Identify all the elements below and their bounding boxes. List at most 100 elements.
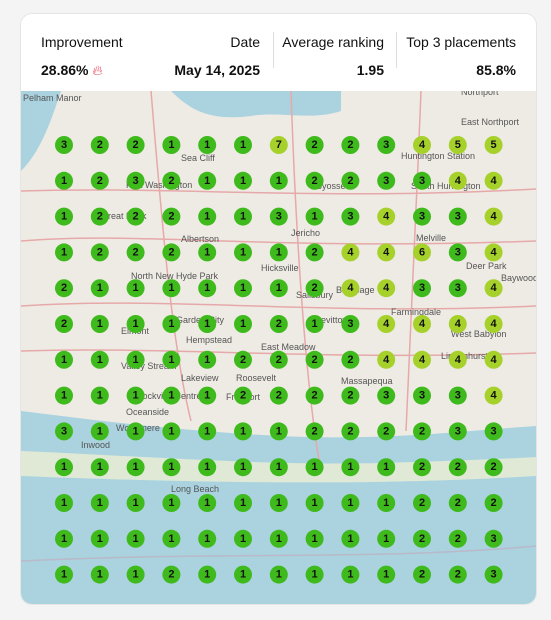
rank-marker bbox=[377, 529, 396, 548]
place-label: Long Beach bbox=[171, 484, 219, 494]
rank-marker bbox=[484, 494, 503, 512]
rank-marker bbox=[448, 494, 467, 512]
rank-marker bbox=[269, 529, 288, 548]
rank-label: 1 bbox=[276, 533, 282, 545]
rank-marker bbox=[234, 136, 252, 154]
rank-label: 1 bbox=[204, 425, 210, 437]
rank-marker bbox=[90, 136, 109, 154]
rank-label: 1 bbox=[240, 461, 246, 473]
rank-marker bbox=[341, 494, 360, 512]
rank-marker bbox=[413, 171, 431, 190]
rank-label: 1 bbox=[204, 461, 210, 473]
rank-label: 1 bbox=[347, 569, 353, 581]
rank-label: 1 bbox=[97, 461, 103, 473]
rank-marker bbox=[341, 279, 360, 298]
label: Date bbox=[230, 34, 260, 50]
rank-label: 1 bbox=[168, 318, 174, 330]
rank-marker bbox=[198, 422, 217, 441]
rank-marker bbox=[90, 565, 109, 584]
rank-label: 1 bbox=[97, 569, 103, 581]
rank-marker bbox=[413, 350, 431, 369]
rank-label: 2 bbox=[312, 354, 318, 366]
rank-marker bbox=[55, 422, 73, 441]
rank-marker bbox=[198, 386, 217, 405]
rank-marker bbox=[234, 529, 252, 548]
rank-label: 1 bbox=[276, 175, 282, 187]
rank-label: 1 bbox=[61, 533, 67, 545]
rank-label: 2 bbox=[419, 533, 425, 545]
rank-marker bbox=[234, 243, 252, 262]
rank-label: 1 bbox=[276, 282, 282, 294]
rank-marker bbox=[90, 386, 109, 405]
rank-label: 2 bbox=[455, 497, 461, 509]
place-label: Great Neck bbox=[101, 211, 147, 221]
rank-marker bbox=[484, 171, 503, 190]
rank-marker bbox=[484, 136, 503, 154]
place-label: Levittown bbox=[316, 315, 354, 325]
rank-marker bbox=[126, 171, 145, 190]
divider bbox=[273, 32, 274, 68]
rank-marker bbox=[448, 315, 467, 333]
rank-label: 4 bbox=[455, 318, 462, 330]
top3: Top 3 placements 85.8% bbox=[406, 34, 516, 78]
rank-marker bbox=[413, 315, 431, 333]
rank-label: 2 bbox=[61, 318, 67, 330]
rank-marker bbox=[484, 529, 503, 548]
rank-label: 2 bbox=[168, 246, 174, 258]
place-label: West Babylon bbox=[451, 329, 506, 339]
rank-marker bbox=[341, 171, 360, 190]
rank-label: 2 bbox=[455, 569, 461, 581]
rank-marker bbox=[305, 458, 324, 477]
rank-label: 2 bbox=[312, 175, 318, 187]
rank-marker bbox=[55, 207, 73, 226]
rank-label: 1 bbox=[383, 569, 389, 581]
rank-marker bbox=[484, 315, 503, 333]
rank-label: 1 bbox=[133, 282, 139, 294]
rank-label: 4 bbox=[491, 354, 498, 366]
rank-marker bbox=[162, 171, 181, 190]
icon: 🔥︎ bbox=[92, 62, 103, 78]
rank-marker bbox=[162, 458, 181, 477]
rank-label: 1 bbox=[133, 425, 139, 437]
rank-label: 1 bbox=[204, 282, 210, 294]
rank-marker bbox=[484, 458, 503, 477]
divider bbox=[396, 32, 397, 68]
rank-marker bbox=[305, 494, 324, 512]
rank-marker bbox=[269, 494, 288, 512]
rank-marker bbox=[448, 458, 467, 477]
rank-marker bbox=[162, 279, 181, 298]
rank-label: 1 bbox=[61, 175, 67, 187]
rank-label: 2 bbox=[97, 175, 103, 187]
rank-marker bbox=[55, 529, 73, 548]
rank-marker bbox=[305, 529, 324, 548]
rank-marker bbox=[126, 350, 145, 369]
place-label: Syosset bbox=[316, 181, 349, 191]
rank-label: 4 bbox=[383, 282, 390, 294]
rank-label: 1 bbox=[168, 425, 174, 437]
place-label: Valley Stream bbox=[121, 361, 176, 371]
rank-marker bbox=[55, 243, 73, 262]
rank-marker bbox=[126, 243, 145, 262]
rank-marker bbox=[198, 171, 217, 190]
rank-marker bbox=[162, 243, 181, 262]
rank-marker bbox=[55, 565, 73, 584]
place-label: Baywood bbox=[501, 273, 536, 283]
rank-label: 1 bbox=[133, 461, 139, 473]
rank-marker bbox=[90, 350, 109, 369]
rank-marker bbox=[269, 422, 288, 441]
rank-marker bbox=[377, 279, 396, 298]
rank-label: 2 bbox=[97, 246, 103, 258]
rank-marker bbox=[55, 279, 73, 298]
place-label: Hicksville bbox=[261, 263, 299, 273]
rank-marker bbox=[484, 207, 503, 226]
rank-label: 2 bbox=[168, 569, 174, 581]
rank-label: 1 bbox=[97, 533, 103, 545]
rank-label: 2 bbox=[133, 211, 139, 223]
rank-marker bbox=[377, 350, 396, 369]
rank-label: 1 bbox=[347, 461, 353, 473]
rank-marker bbox=[126, 529, 145, 548]
rank-marker bbox=[269, 315, 288, 333]
rank-marker bbox=[126, 386, 145, 405]
rank-label: 3 bbox=[419, 175, 425, 187]
rank-marker bbox=[234, 279, 252, 298]
